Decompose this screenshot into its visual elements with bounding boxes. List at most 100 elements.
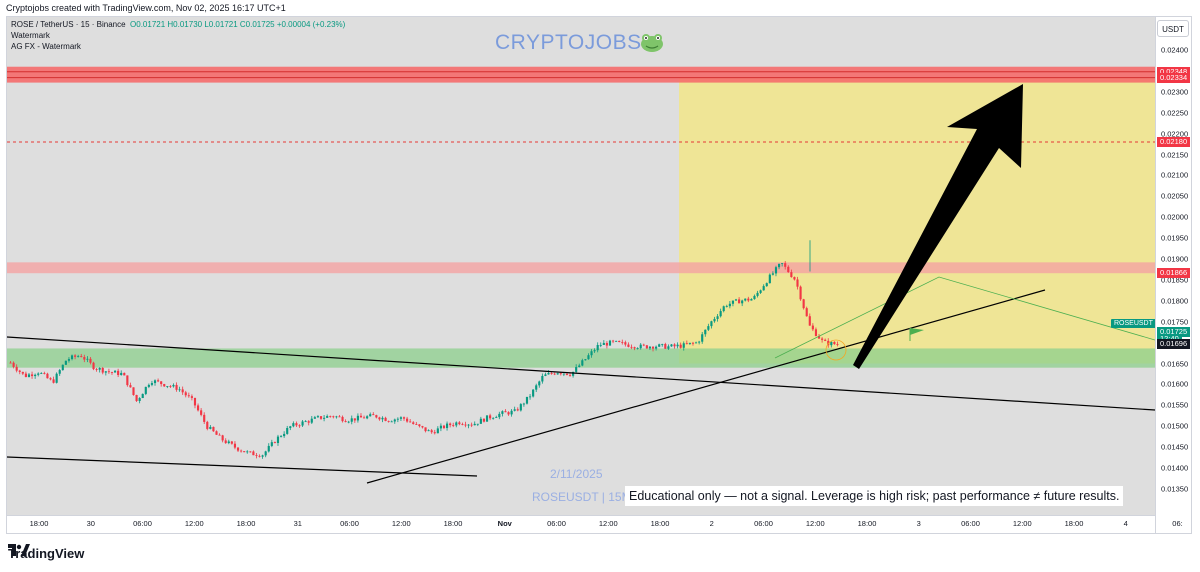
candle-body (366, 416, 369, 419)
candle-body (793, 277, 796, 280)
legend-watermark: Watermark (11, 31, 50, 40)
candle-body (18, 370, 21, 372)
chart-canvas[interactable] (7, 17, 1155, 515)
candle-body (375, 415, 378, 418)
candle-body (787, 266, 790, 273)
time-tick-label: 06:00 (133, 519, 152, 528)
candle-body (55, 373, 58, 383)
candle-body (470, 424, 473, 426)
time-tick-label: 18:00 (443, 519, 463, 528)
candle-body (464, 424, 467, 426)
candle-body (762, 286, 765, 291)
plot-area[interactable]: ROSE / TetherUS · 15 · Binance O0.01721 … (7, 17, 1155, 515)
candle-body (467, 424, 470, 426)
candle-body (725, 306, 728, 307)
time-tick-label: 3 (916, 519, 921, 528)
time-tick-label: 18:00 (29, 519, 49, 528)
candle-body (744, 298, 747, 301)
candle-body (756, 292, 759, 296)
time-tick-label: 2 (709, 519, 714, 528)
candle-body (808, 316, 811, 326)
price-tick-label: 0.01950 (1161, 233, 1189, 243)
candle-body (587, 355, 590, 360)
candle-body (492, 417, 495, 419)
candle-body (427, 430, 430, 432)
candle-body (67, 359, 71, 361)
candle-body (550, 372, 553, 374)
price-tick-label: 0.01400 (1161, 463, 1189, 473)
chart-legend: ROSE / TetherUS · 15 · Binance O0.01721 … (11, 19, 345, 52)
mid-resistance-zone (7, 262, 1155, 274)
candle-body (559, 373, 562, 375)
watermark-date: 2/11/2025 (550, 467, 603, 481)
candle-body (43, 373, 46, 374)
candle-body (694, 342, 698, 344)
candle-body (117, 370, 120, 376)
candle-body (255, 455, 258, 456)
candle-body (664, 343, 667, 349)
candle-body (439, 425, 442, 429)
candle-body (578, 365, 581, 368)
candle-body (713, 318, 716, 322)
candle-body (615, 340, 618, 342)
candle-body (295, 423, 298, 426)
projection-path (774, 276, 1155, 359)
candle-body (547, 372, 550, 375)
time-tick-label: 12:00 (1012, 519, 1032, 528)
candle-body (421, 426, 424, 428)
candle-body (381, 417, 384, 420)
currency-button[interactable]: USDT (1157, 20, 1189, 37)
candle-body (719, 311, 722, 317)
watermark-symbol: ROSEUSDT | 15M (532, 490, 632, 504)
candle-body (384, 417, 387, 421)
candle-body (83, 357, 86, 360)
candle-body (704, 329, 707, 335)
candle-body (728, 303, 731, 307)
price-tick-label: 0.02100 (1161, 170, 1189, 180)
candle-body (784, 263, 787, 267)
candle-body (507, 412, 510, 415)
candle-body (627, 344, 630, 347)
time-axis[interactable] (7, 515, 1155, 533)
candle-body (46, 373, 49, 379)
candle-body (258, 455, 261, 457)
candle-body (415, 423, 418, 425)
tradingview-footer[interactable]: TradingView (8, 544, 84, 562)
candle-body (765, 283, 768, 287)
candle-body (86, 358, 89, 360)
candle-body (777, 263, 781, 268)
candle-body (498, 413, 501, 418)
candle-body (799, 286, 802, 300)
candle-body (430, 430, 433, 433)
candle-body (304, 421, 307, 423)
candle-body (224, 440, 227, 444)
candle-body (138, 398, 141, 401)
time-tick-label: 18:00 (236, 519, 256, 528)
candle-body (621, 341, 624, 343)
candle-body (553, 373, 556, 375)
price-tick-label: 0.01550 (1161, 400, 1189, 410)
candle-body (163, 384, 166, 387)
price-tick-label: 0.02150 (1161, 150, 1189, 159)
candle-body (691, 342, 695, 344)
candle-body (123, 372, 126, 376)
price-tick-label: 0.01500 (1161, 421, 1189, 431)
time-tick-label: 12:00 (184, 519, 204, 528)
candle-body (273, 442, 276, 444)
candle-body (390, 421, 393, 423)
candle-body (830, 341, 833, 346)
candle-body (233, 443, 237, 448)
candle-body (510, 410, 513, 415)
candle-body (424, 427, 427, 432)
candle-body (790, 272, 793, 278)
time-tick-label: 06: (1172, 519, 1183, 528)
candle-body (738, 299, 741, 304)
candle-body (676, 344, 679, 347)
candle-body (393, 419, 396, 422)
candle-body (52, 379, 55, 383)
candle-body (147, 384, 150, 387)
candle-body (535, 385, 538, 390)
tradingview-logo-icon (8, 544, 30, 556)
candle-body (596, 345, 599, 351)
candle-body (221, 435, 224, 441)
